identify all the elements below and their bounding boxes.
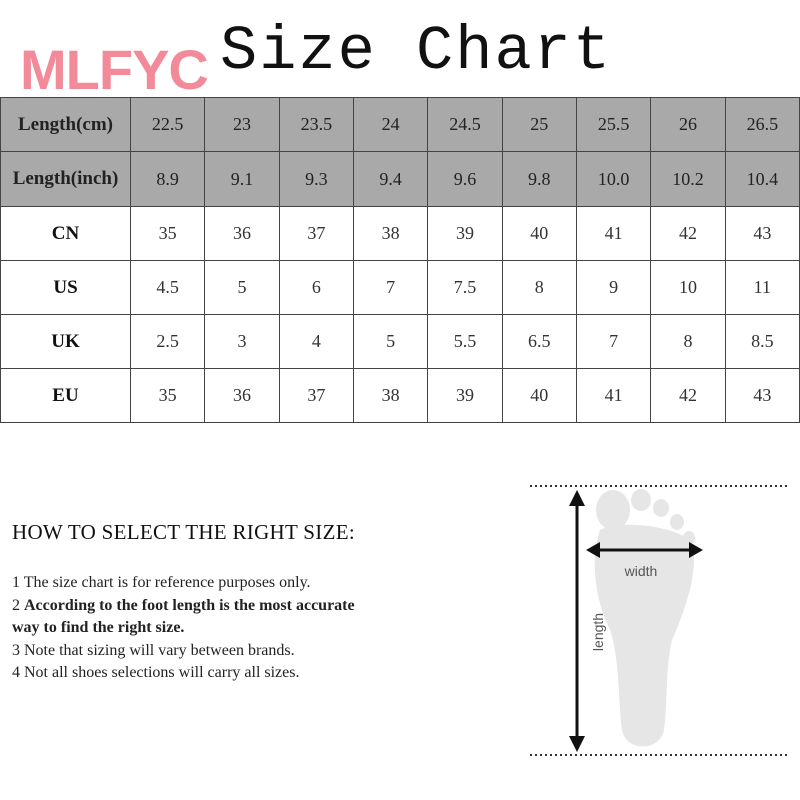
table-cell: 40: [501, 206, 577, 261]
note-2: 2 According to the foot length is the mo…: [12, 596, 355, 637]
table-cell: 22.5: [129, 97, 206, 152]
table-cell: 6: [278, 260, 354, 315]
table-row: EU 35 36 37 38 39 40 41 42 43: [0, 368, 800, 423]
table-cell: 35: [129, 206, 206, 261]
brand-logo: MLFYC: [20, 38, 209, 101]
table-cell: 10.2: [650, 151, 726, 207]
note-3: 3 Note that sizing will vary between bra…: [12, 641, 295, 659]
table-cell: 10.4: [724, 151, 800, 207]
table-cell: 24.5: [427, 97, 503, 152]
table-cell: 9.4: [352, 151, 429, 207]
howto-notes: 1 The size chart is for reference purpos…: [12, 572, 382, 685]
table-cell: 25.5: [575, 97, 652, 152]
table-cell: 2.5: [129, 314, 206, 369]
table-cell: 43: [724, 368, 800, 423]
table-cell: 24: [352, 97, 429, 152]
size-table: Length(cm) 22.5 23 23.5 24 24.5 25 25.5 26 26.5 Le…: [0, 97, 800, 423]
table-cell: 10.0: [575, 151, 652, 207]
table-cell: 4.5: [129, 260, 206, 315]
table-cell: 4: [278, 314, 354, 369]
table-cell: 10: [650, 260, 726, 315]
table-cell: 8: [501, 260, 577, 315]
table-cell: 41: [575, 206, 652, 261]
note-1: 1 The size chart is for reference purpos…: [12, 574, 311, 591]
table-row: UK 2.5 3 4 5 5.5 6.5 7 8 8.5: [0, 314, 800, 369]
foot-icon: [594, 489, 695, 747]
table-cell: 8.9: [129, 151, 206, 207]
table-cell: 11: [724, 260, 800, 315]
table-cell: 7: [575, 314, 652, 369]
table-cell: 23: [204, 97, 280, 152]
page-title: Size Chart: [220, 16, 613, 87]
table-cell: 37: [278, 368, 354, 423]
note-4: 4 Not all shoes selections will carry al…: [12, 664, 300, 681]
table-cell: 38: [352, 368, 429, 423]
length-arrow: [569, 490, 585, 752]
table-cell: 5: [352, 314, 429, 369]
table-row: Length(cm) 22.5 23 23.5 24 24.5 25 25.5 26 26.5: [0, 97, 800, 152]
table-cell: 9.6: [427, 151, 503, 207]
row-label: EU: [0, 368, 131, 423]
table-row: Length(inch) 8.9 9.1 9.3 9.4 9.6 9.8 10.0 10.2 10…: [0, 151, 800, 207]
table-cell: 39: [427, 368, 503, 423]
table-cell: 25: [501, 97, 577, 152]
table-cell: 36: [204, 368, 280, 423]
howto-heading: HOW TO SELECT THE RIGHT SIZE:: [12, 520, 355, 544]
row-label: Length(cm): [0, 97, 131, 152]
table-cell: 26.5: [724, 97, 800, 152]
table-cell: 9: [575, 260, 652, 315]
table-cell: 23.5: [278, 97, 354, 152]
table-row: US 4.5 5 6 7 7.5 8 9 10 11: [0, 260, 800, 315]
table-cell: 5: [204, 260, 280, 315]
row-label: UK: [0, 314, 131, 369]
table-cell: 9.8: [501, 151, 577, 207]
table-cell: 35: [129, 368, 206, 423]
table-cell: 38: [352, 206, 429, 261]
length-label: length: [590, 613, 606, 651]
row-label: Length(inch): [0, 151, 131, 207]
table-cell: 5.5: [427, 314, 503, 369]
table-cell: 9.1: [204, 151, 280, 207]
table-row: CN 35 36 37 38 39 40 41 42 43: [0, 206, 800, 261]
table-cell: 42: [650, 206, 726, 261]
width-label: width: [624, 563, 658, 579]
table-cell: 8.5: [724, 314, 800, 369]
width-arrow: [586, 542, 703, 558]
table-cell: 26: [650, 97, 726, 152]
table-cell: 9.3: [278, 151, 354, 207]
